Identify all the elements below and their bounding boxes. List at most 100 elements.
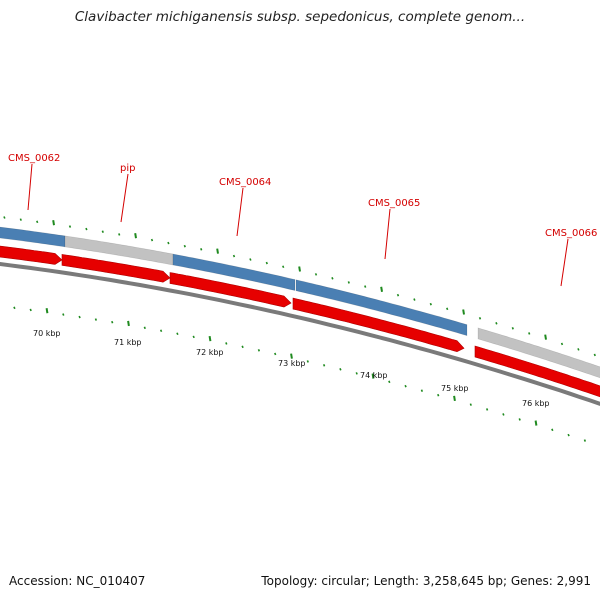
- scale-tick: [78, 315, 81, 319]
- scale-tick: [331, 277, 334, 280]
- label-leader-line: [384, 208, 391, 260]
- scale-tick: [567, 433, 570, 437]
- scale-tick: [52, 220, 55, 226]
- scale-tick: [298, 266, 301, 272]
- cds-arrow: [61, 254, 171, 283]
- scale-labels: 70 kbp 71 kbp 72 kbp 73 kbp 74 kbp 75 kbp 76 k…: [33, 329, 550, 408]
- genome-summary-text: Topology: circular; Length: 3,258,645 bp…: [261, 574, 591, 588]
- scale-tick: [167, 241, 170, 245]
- scale-tick: [446, 307, 449, 311]
- scale-tick: [453, 395, 456, 402]
- scale-tick: [413, 298, 416, 301]
- scale-tick: [183, 244, 186, 248]
- scale-label: 73 kbp: [278, 359, 306, 368]
- scale-tick: [134, 233, 137, 239]
- scale-label: 72 kbp: [196, 348, 224, 357]
- scale-tick: [593, 353, 596, 357]
- gene-block-cms_0066: [477, 327, 600, 379]
- scale-tick: [208, 335, 212, 342]
- genome-backbone: [0, 261, 600, 406]
- cds-arrow: [169, 272, 292, 308]
- gene-label-cms_0065: CMS_0065: [368, 198, 420, 209]
- scale-tick: [495, 321, 498, 325]
- gene-block-cms_0064: [172, 253, 296, 291]
- scale-tick: [364, 285, 367, 288]
- gene-track-ticks: [3, 216, 596, 357]
- scale-tick: [339, 368, 342, 371]
- scale-tick: [94, 318, 98, 321]
- scale-tick: [404, 384, 407, 388]
- scale-tick: [322, 364, 326, 367]
- scale-tick: [150, 238, 154, 242]
- scale-tick: [68, 225, 72, 228]
- scale-tick: [380, 286, 383, 292]
- label-leader-line: [560, 238, 569, 287]
- label-leader-line: [120, 173, 129, 223]
- scale-label: 75 kbp: [441, 384, 469, 393]
- scale-tick: [225, 342, 228, 345]
- scale-tick: [485, 408, 489, 411]
- scale-tick: [200, 248, 203, 251]
- scale-tick: [534, 420, 538, 426]
- scale-tick: [241, 345, 244, 349]
- scale-tick: [36, 220, 39, 224]
- scale-tick: [518, 418, 521, 421]
- scale-label: 74 kbp: [360, 371, 388, 380]
- gene-label-pip: pip: [120, 163, 135, 174]
- gene-track: [0, 226, 600, 379]
- scale-tick: [257, 349, 261, 352]
- scale-tick: [3, 216, 6, 219]
- scale-tick: [85, 227, 88, 231]
- scale-tick: [19, 218, 22, 221]
- scale-tick: [13, 306, 16, 310]
- scale-tick: [29, 308, 32, 312]
- label-leader-line: [236, 187, 244, 237]
- scale-tick: [111, 320, 114, 324]
- scale-tick: [347, 281, 350, 284]
- scale-tick: [216, 248, 219, 254]
- cds-track: [0, 245, 600, 398]
- scale-ticks: [13, 306, 587, 442]
- label-leader-line: [27, 163, 33, 211]
- scale-tick: [388, 380, 391, 384]
- gene-label-cms_0062: CMS_0062: [8, 153, 60, 164]
- scale-tick: [544, 334, 547, 340]
- scale-tick: [306, 360, 309, 363]
- scale-tick: [371, 373, 375, 379]
- gene-block-cms_0065: [295, 279, 468, 336]
- scale-tick: [429, 302, 432, 306]
- scale-tick: [583, 439, 587, 442]
- scale-label: 71 kbp: [114, 338, 142, 347]
- scale-tick: [396, 293, 400, 297]
- scale-tick: [478, 317, 482, 320]
- scale-tick: [274, 352, 277, 356]
- scale-tick: [282, 265, 285, 269]
- scale-tick: [62, 313, 65, 316]
- scale-tick: [127, 320, 130, 327]
- scale-tick: [45, 308, 49, 314]
- map-title: Clavibacter michiganensis subsp. sepedon…: [74, 9, 526, 25]
- scale-tick: [560, 342, 564, 346]
- cds-arrow: [474, 345, 600, 398]
- scale-tick: [528, 332, 531, 335]
- scale-tick: [265, 261, 268, 265]
- scale-tick: [101, 230, 104, 233]
- scale-tick: [462, 309, 465, 315]
- scale-tick: [159, 329, 163, 333]
- scale-tick: [249, 258, 252, 261]
- scale-tick: [143, 326, 146, 330]
- scale-tick: [577, 348, 580, 351]
- scale-label: 76 kbp: [522, 399, 550, 408]
- scale-tick: [502, 413, 505, 416]
- scale-tick: [469, 403, 472, 406]
- scale-tick: [192, 335, 195, 339]
- scale-label: 70 kbp: [33, 329, 61, 338]
- gene-label-cms_0064: CMS_0064: [219, 177, 271, 188]
- scale-tick: [176, 332, 179, 336]
- scale-tick: [232, 254, 236, 258]
- scale-tick: [511, 327, 514, 330]
- gene-block-cms_0062: [0, 226, 66, 248]
- scale-tick: [437, 393, 440, 397]
